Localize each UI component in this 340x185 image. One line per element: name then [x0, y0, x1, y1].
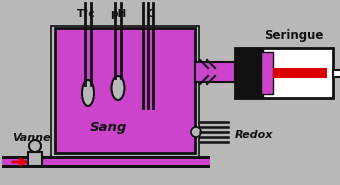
Bar — [28, 152, 42, 166]
Bar — [261, 52, 273, 94]
Text: Vanne: Vanne — [12, 133, 51, 143]
Text: pH: pH — [110, 9, 126, 19]
Ellipse shape — [112, 76, 124, 100]
Bar — [235, 48, 263, 98]
Ellipse shape — [82, 80, 94, 106]
Bar — [51, 26, 199, 157]
Bar — [55, 28, 195, 153]
Text: T°c: T°c — [77, 9, 95, 19]
Text: Redox: Redox — [235, 130, 273, 140]
Circle shape — [29, 140, 41, 152]
Bar — [2, 159, 210, 165]
Text: Sang: Sang — [89, 122, 127, 134]
Circle shape — [191, 127, 201, 137]
Bar — [235, 48, 333, 98]
Text: Seringue: Seringue — [264, 29, 323, 42]
Bar — [333, 70, 340, 77]
Bar — [195, 62, 235, 82]
Bar — [2, 156, 210, 168]
Text: C: C — [146, 9, 154, 19]
Bar — [273, 68, 327, 78]
